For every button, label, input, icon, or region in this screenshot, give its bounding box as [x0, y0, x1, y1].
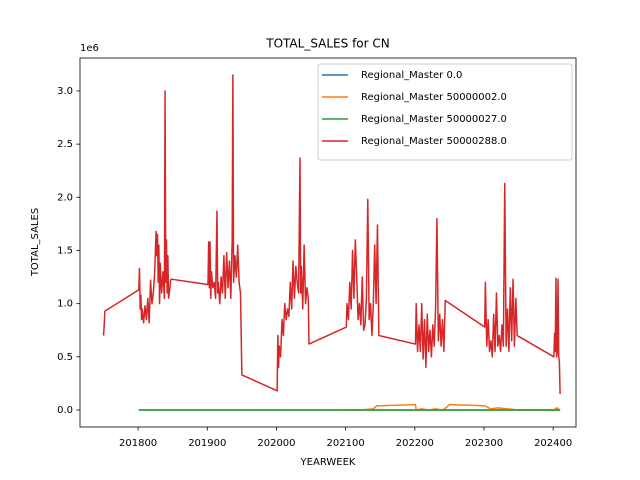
x-tick-label: 202200 [396, 438, 434, 449]
x-tick-label: 201900 [188, 438, 226, 449]
x-tick-label: 202000 [257, 438, 295, 449]
y-tick-label: 3.0 [57, 86, 73, 97]
chart-title: TOTAL_SALES for CN [265, 37, 390, 51]
axes-frame [79, 57, 577, 428]
legend-box [317, 63, 573, 161]
y-tick-label: 1.0 [57, 299, 73, 310]
y-axis-label: TOTAL_SALES [30, 208, 41, 277]
x-axis-label: YEARWEEK [300, 457, 356, 468]
legend-label: Regional_Master 50000002.0 [361, 92, 507, 103]
x-tick-label: 202100 [327, 438, 365, 449]
y-tick-label: 0.5 [57, 352, 73, 363]
x-tick-label: 202400 [534, 438, 572, 449]
y-tick-label: 2.0 [57, 192, 73, 203]
series-line [102, 74, 561, 395]
y-tick-label: 1.5 [57, 245, 73, 256]
y-tick-label: 2.5 [57, 139, 73, 150]
x-tick-label: 201800 [119, 438, 157, 449]
y-tick-label: 0.0 [57, 405, 73, 416]
legend-label: Regional_Master 0.0 [361, 70, 462, 81]
legend-label: Regional_Master 50000027.0 [361, 114, 507, 125]
y-offset-text: 1e6 [80, 43, 99, 54]
legend-label: Regional_Master 50000288.0 [361, 136, 507, 147]
x-tick-label: 202300 [465, 438, 503, 449]
